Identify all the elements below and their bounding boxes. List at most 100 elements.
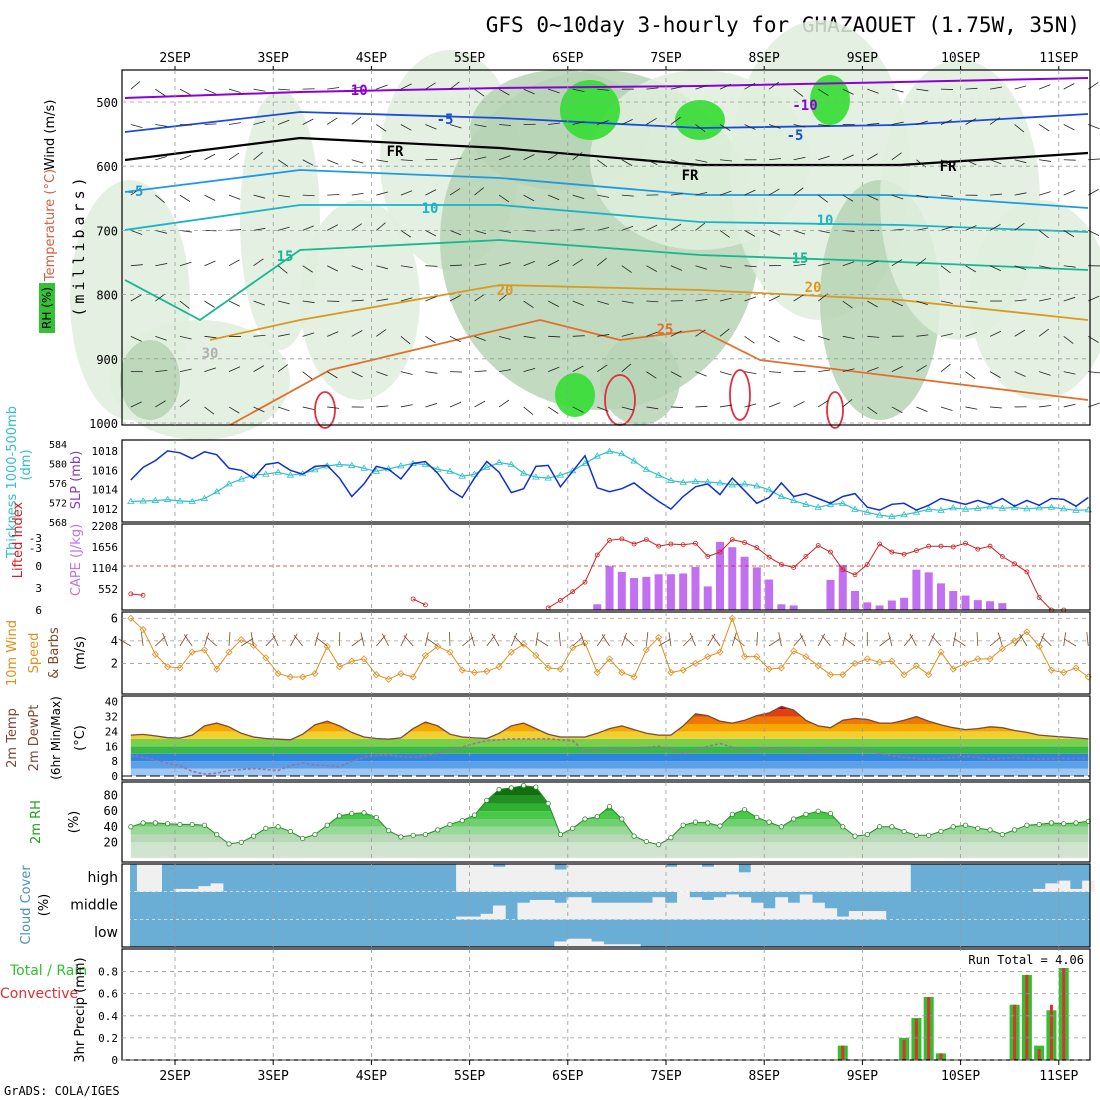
lifted-index-marker bbox=[631, 541, 637, 547]
wind-barb bbox=[547, 406, 559, 414]
x-tick-label-top: 3SEP bbox=[258, 51, 289, 66]
cape-bar bbox=[986, 601, 995, 610]
slp-tick: 1016 bbox=[92, 464, 119, 477]
wind-barb bbox=[425, 403, 438, 408]
thickness-marker bbox=[765, 486, 773, 493]
wind-barb bbox=[277, 406, 290, 412]
lifted-index-marker bbox=[828, 549, 833, 555]
wind-barb bbox=[867, 406, 878, 415]
wind-speed-marker bbox=[188, 648, 196, 656]
thickness-marker bbox=[458, 472, 466, 479]
wind-barb bbox=[719, 230, 730, 238]
wind-barb-10m bbox=[425, 637, 438, 647]
thickness-tick: 580 bbox=[49, 460, 67, 471]
wind-barb bbox=[351, 330, 363, 337]
wind-barb bbox=[498, 335, 511, 340]
thickness-marker bbox=[1072, 506, 1080, 513]
cape-bar bbox=[752, 567, 761, 610]
rh2m-marker bbox=[631, 833, 637, 839]
rh2m-marker bbox=[729, 811, 735, 817]
wind-barb bbox=[646, 265, 658, 272]
thickness-marker bbox=[912, 508, 921, 515]
wind-barb bbox=[277, 159, 289, 167]
wind-barb-10m bbox=[1063, 638, 1077, 647]
contour-label: -10 bbox=[342, 83, 367, 99]
cloud-cover-bar bbox=[812, 864, 825, 892]
cloud-cover-bar bbox=[1033, 888, 1046, 892]
li-tick: -3 bbox=[29, 542, 42, 555]
rh2m-marker bbox=[533, 784, 539, 790]
wind-speed-marker bbox=[164, 663, 172, 671]
contour-label: 30 bbox=[202, 346, 219, 362]
wind-barb bbox=[597, 334, 610, 337]
x-tick-label-top: 4SEP bbox=[356, 51, 387, 66]
wind-speed-marker bbox=[458, 666, 466, 674]
wind-barb bbox=[621, 332, 634, 337]
x-tick-label-top: 7SEP bbox=[650, 51, 681, 66]
wind-barb bbox=[1063, 336, 1074, 344]
wind-barb bbox=[302, 194, 315, 197]
wind-barb bbox=[204, 88, 216, 95]
wind-barb bbox=[425, 371, 438, 374]
lifted-index-marker bbox=[766, 554, 772, 560]
wind-barb bbox=[253, 406, 265, 413]
rh-shading-area bbox=[970, 200, 1100, 400]
x-tick-label-bottom: 11SEP bbox=[1039, 1069, 1078, 1084]
cloud-cover-bar bbox=[578, 864, 592, 892]
thickness-marker bbox=[716, 479, 724, 486]
cape-bar bbox=[936, 583, 945, 610]
cape-tick: 1104 bbox=[92, 562, 119, 575]
thickness-marker bbox=[654, 471, 663, 478]
wind-barb bbox=[327, 331, 339, 337]
run-total-bg bbox=[952, 951, 1088, 968]
cloud-cover-bar bbox=[824, 864, 838, 892]
cloud-cover-bar bbox=[836, 916, 850, 920]
thickness-marker bbox=[311, 466, 319, 473]
cloud-cover-bar bbox=[812, 902, 825, 920]
wind-barb-10m bbox=[1041, 635, 1052, 647]
cape-bar bbox=[949, 590, 958, 610]
rh2m-marker bbox=[189, 821, 195, 828]
wind-barb bbox=[818, 124, 831, 127]
wind-barb bbox=[376, 124, 387, 132]
wind-speed-marker bbox=[200, 646, 209, 654]
rh2m-marker bbox=[521, 782, 527, 789]
wind-barb-10m bbox=[931, 635, 942, 647]
x-tick-label-bottom: 5SEP bbox=[454, 1069, 485, 1084]
wind-barb bbox=[179, 154, 192, 161]
wind-barb bbox=[351, 85, 364, 90]
wind-barb bbox=[744, 336, 755, 344]
wind-speed-marker bbox=[139, 625, 147, 634]
wind-barb bbox=[916, 406, 928, 413]
wind-barb bbox=[1038, 230, 1049, 239]
cloud-cover-bar bbox=[664, 902, 678, 920]
wind-speed-marker bbox=[925, 671, 933, 679]
upper-ylabel-wind: Wind (m/s) bbox=[43, 100, 58, 171]
isotherm-line bbox=[124, 111, 1089, 133]
wind-speed-marker bbox=[385, 675, 393, 683]
wind-barb bbox=[376, 265, 389, 270]
panel-frame-rh bbox=[121, 781, 1091, 863]
wind-barb bbox=[277, 265, 288, 274]
wind-speed-marker bbox=[323, 642, 331, 651]
wind-speed-marker bbox=[949, 665, 957, 673]
wind-barb bbox=[449, 295, 461, 302]
wind-tick: 4 bbox=[111, 634, 118, 648]
wind-barb bbox=[277, 119, 290, 125]
wind-barb bbox=[842, 154, 854, 161]
wind-barb bbox=[351, 265, 364, 271]
wind-speed-marker bbox=[249, 641, 258, 649]
wind-barb bbox=[867, 260, 879, 267]
wind-barb bbox=[989, 265, 1002, 272]
cloud-level-label: high bbox=[87, 870, 118, 886]
wind-speed-marker bbox=[691, 659, 700, 667]
li-tick: 3 bbox=[35, 582, 42, 595]
rh-shading-area bbox=[120, 340, 180, 420]
wind-barb bbox=[621, 406, 634, 411]
wind-speed-marker bbox=[679, 666, 687, 674]
wind-speed-marker bbox=[483, 667, 491, 675]
thickness-marker bbox=[519, 469, 528, 476]
y-tick-label-pressure: 1000 bbox=[89, 417, 118, 431]
thickness-marker bbox=[483, 463, 491, 470]
lifted-index-label: Lifted Index bbox=[11, 501, 26, 578]
